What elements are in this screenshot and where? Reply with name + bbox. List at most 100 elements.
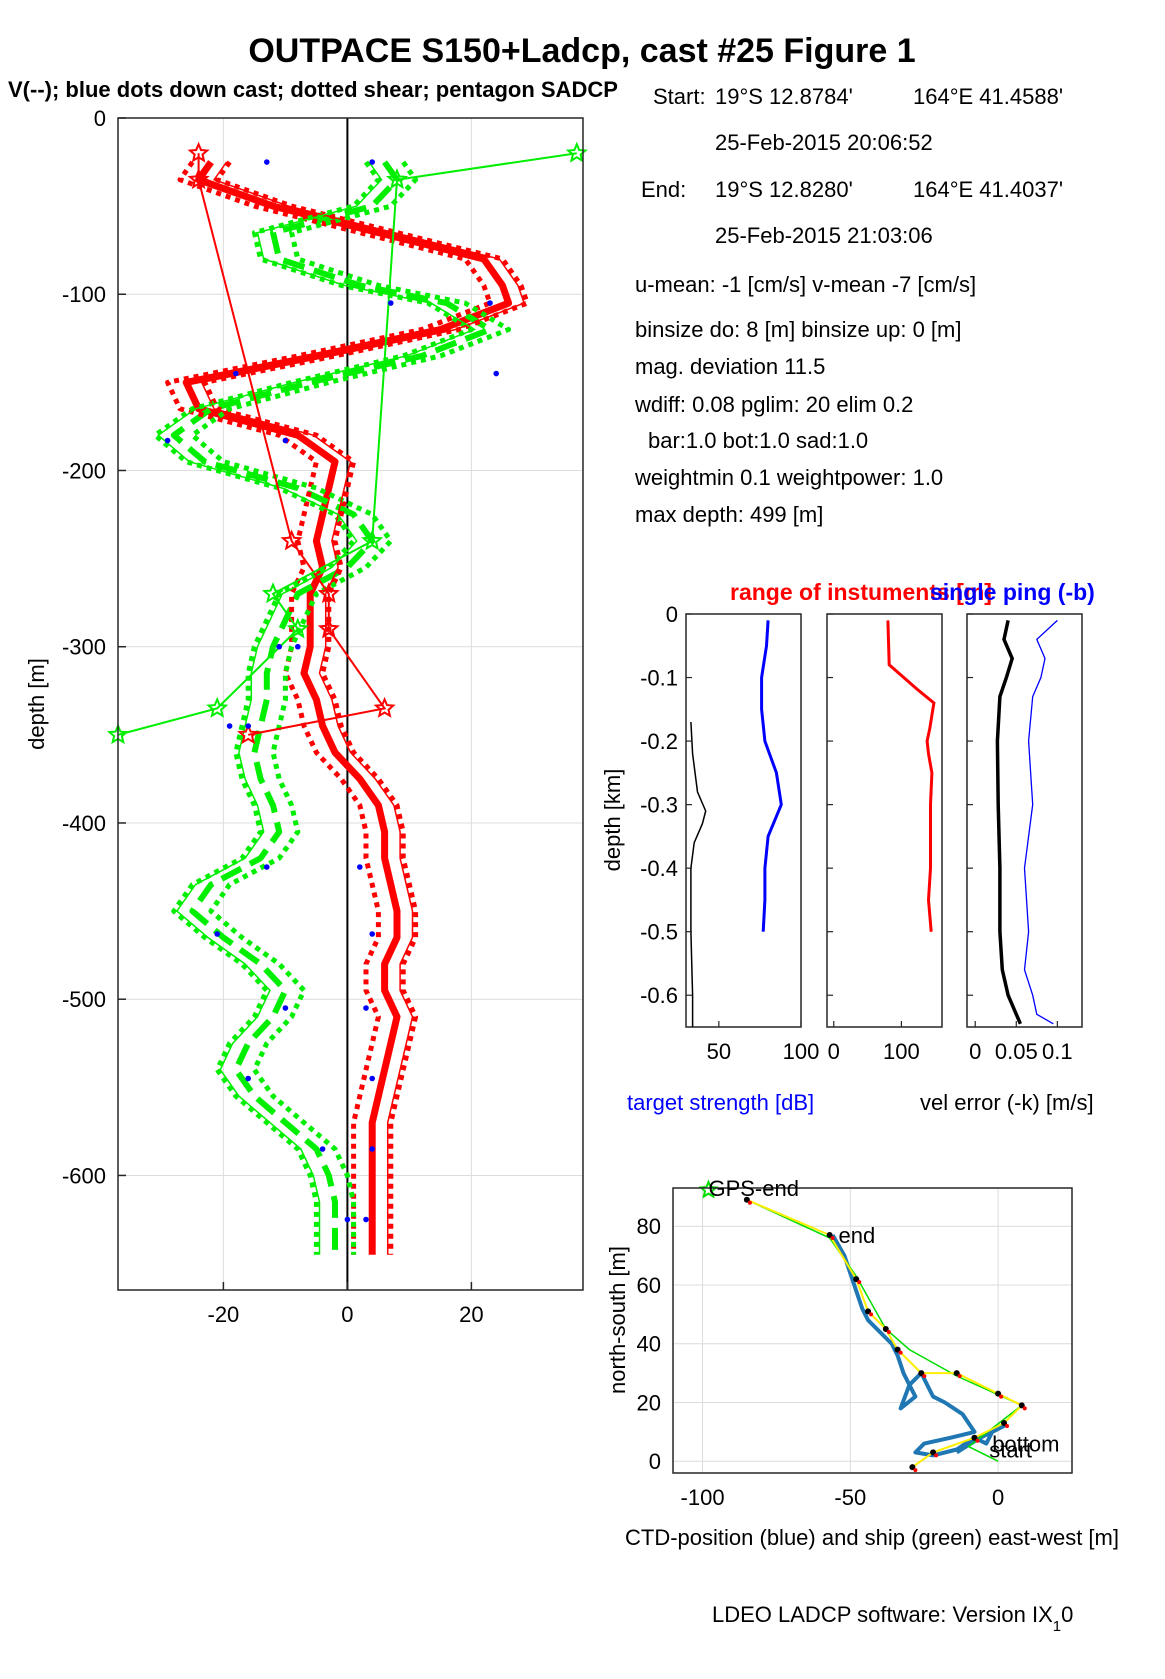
downcast-dot (282, 437, 289, 444)
position-ytick-label: 0 (649, 1449, 661, 1474)
velocity-series-line-bound-3 (165, 160, 493, 1255)
velocity-ytick-label: -200 (62, 458, 106, 483)
target-range-curve (690, 721, 707, 1027)
info-magdev-line: mag. deviation 11.5 (635, 354, 825, 379)
velocity-series-line-u (182, 160, 513, 1255)
sadcp-u-marker (317, 617, 340, 639)
position-ytick-label: 40 (637, 1332, 661, 1357)
info-mean-line: u-mean: -1 [cm/s] v-mean -7 [cm/s] (635, 272, 976, 297)
sadcp-v-marker (385, 168, 409, 190)
single-ping-title: single ping (-b) (930, 579, 1095, 605)
position-black-dot (930, 1449, 937, 1456)
instrument-ytick-label: -0.1 (640, 666, 678, 691)
target-xlabel: target strength [dB] (627, 1090, 814, 1115)
position-red-dot (830, 1236, 835, 1241)
sadcp-v-marker (286, 617, 309, 639)
sadcp-u-marker (187, 168, 210, 190)
position-black-dot (918, 1370, 925, 1377)
info-end-label: End: (641, 177, 686, 202)
position-red-dot (857, 1280, 862, 1285)
downcast-dot (369, 159, 376, 165)
position-axis-ticks: -100 -50 0 0 20 40 60 80 (637, 1214, 1005, 1510)
downcast-dot (357, 864, 363, 870)
position-xtick-label: -50 (834, 1485, 866, 1510)
position-black-dot (853, 1276, 860, 1283)
velerr-xlabel: vel error (-k) [m/s] (920, 1090, 1094, 1115)
position-black-dot (865, 1308, 872, 1315)
velocity-ylabel: depth [m] (24, 658, 49, 750)
velocity-profile-panel: -20 0 200-100-200-300-400-500-600 depth [m… (24, 106, 588, 1327)
position-red-dot (922, 1374, 927, 1379)
sadcp-u-marker (237, 723, 260, 745)
velocity-xtick-label: 0 (341, 1302, 353, 1327)
position-xlabel: CTD-position (blue) and ship (green) eas… (625, 1525, 1119, 1550)
instrument-axis-ticks: 0 -0.1 -0.2 -0.3 -0.4 -0.5 -0.6 50 100 0 100 0 0.05 0… (640, 602, 1073, 1064)
target-panel-frame (685, 613, 802, 1028)
position-black-dot (995, 1390, 1002, 1397)
info-start-lat: 19°S 12.8784' (715, 84, 853, 109)
target-strength-line (760, 620, 783, 932)
downcast-dot (245, 723, 251, 729)
downcast-dot (363, 1005, 369, 1011)
velocity-axis-ticks: -20 0 200-100-200-300-400-500-600 (62, 106, 484, 1327)
velocity-ytick-label: -600 (62, 1163, 106, 1188)
info-end-lon: 164°E 41.4037' (913, 177, 1063, 202)
info-start-label: Start: (653, 84, 706, 109)
instrument-ylabel: depth [km] (600, 769, 625, 872)
downcast-dot (295, 643, 301, 650)
figure-subtitle: V(--); blue dots down cast; dotted shear… (8, 77, 618, 102)
downcast-dot (487, 300, 493, 306)
downcast-dot (493, 370, 500, 377)
velocity-series-thin-line (157, 161, 477, 1255)
ctd-track-line (830, 1234, 1006, 1458)
position-series (698, 1179, 1027, 1473)
downcast-dot (276, 643, 283, 650)
instrument-ytick-label: -0.5 (640, 920, 678, 945)
info-binsize-line: binsize do: 8 [m] binsize up: 0 [m] (635, 317, 962, 342)
downcast-dot (214, 931, 220, 937)
range-line (886, 620, 936, 932)
position-grid (673, 1188, 1072, 1473)
range-title: range of instuments [m] (730, 579, 992, 605)
velocity-xtick-label: -20 (208, 1302, 240, 1327)
downcast-dot (388, 300, 394, 306)
position-ylabel: north-south [m] (605, 1246, 630, 1394)
position-red-dot (957, 1374, 962, 1379)
instrument-xtick-label: 100 (783, 1039, 820, 1064)
velocity-ytick-label: -500 (62, 987, 106, 1012)
instrument-xtick-label: 0 (828, 1039, 840, 1064)
downcast-dot (369, 931, 376, 937)
position-black-dot (953, 1370, 960, 1377)
sadcp-v-marker (361, 529, 384, 551)
downcast-dot (363, 1216, 369, 1223)
position-red-dot (1022, 1406, 1027, 1411)
velerr-panel-frame (966, 613, 1083, 1028)
position-black-dot (882, 1326, 889, 1333)
position-annotation-gps-end: GPS-end (708, 1176, 799, 1201)
position-red-dot (1005, 1424, 1010, 1429)
downcast-dot (226, 723, 233, 729)
ship-interp-line (746, 1198, 1024, 1468)
info-maxdepth-line: max depth: 499 [m] (635, 502, 823, 527)
software-version: LDEO LADCP software: Version IX10 (712, 1602, 1073, 1635)
downcast-dot (369, 1075, 376, 1082)
sadcp-u-marker (187, 141, 210, 163)
position-red-dot (869, 1312, 874, 1317)
instrument-ytick-label: 0 (666, 602, 678, 627)
info-wdiff-line: wdiff: 0.08 pglim: 20 elim 0.2 (634, 392, 913, 417)
cast-info-block: Start: 19°S 12.8784' 164°E 41.4588' 25-F… (634, 84, 1063, 527)
position-black-dot (894, 1346, 901, 1353)
position-ytick-label: 60 (637, 1273, 661, 1298)
instrument-ytick-label: -0.4 (640, 856, 678, 881)
position-xtick-label: 0 (992, 1485, 1004, 1510)
sadcp-v-marker (206, 696, 229, 718)
position-annotation-start: start (989, 1437, 1032, 1462)
ship-track-line (746, 1199, 1024, 1462)
position-ytick-label: 80 (637, 1214, 661, 1239)
instrument-series (690, 619, 1058, 1027)
position-black-dot (1018, 1402, 1025, 1409)
position-red-dot (898, 1350, 903, 1355)
velocity-series-line-bound-4 (189, 160, 512, 1255)
